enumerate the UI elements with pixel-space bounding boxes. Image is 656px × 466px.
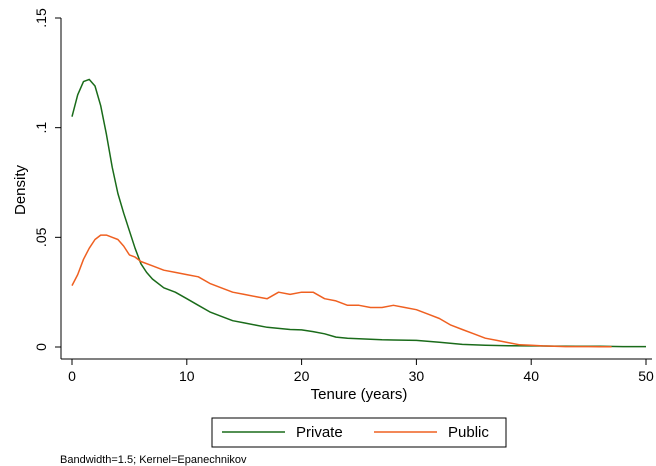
x-tick-label: 30: [409, 368, 425, 384]
x-tick-label: 10: [179, 368, 195, 384]
x-tick-label: 40: [523, 368, 539, 384]
series-layer: [71, 78, 646, 348]
y-tick-label: .1: [33, 122, 49, 134]
x-tick-label: 20: [294, 368, 310, 384]
series-line-public: [71, 234, 612, 348]
legend-label-public: Public: [448, 424, 489, 441]
legend: Private Public: [211, 417, 507, 448]
y-tick-label: 0: [33, 343, 49, 351]
legend-label-private: Private: [296, 424, 343, 441]
x-tick-label: 0: [68, 368, 76, 384]
y-tick-label: .15: [33, 8, 49, 28]
y-axis-title: Density: [12, 164, 29, 215]
series-line-private: [71, 78, 646, 348]
chart-note: Bandwidth=1.5; Kernel=Epanechnikov: [60, 454, 247, 466]
axes: [60, 18, 652, 360]
y-tick-label: .05: [33, 227, 49, 247]
x-tick-label: 50: [638, 368, 654, 384]
x-axis-title: Tenure (years): [311, 386, 408, 403]
y-ticks: 0 .05 .1 .15: [33, 8, 61, 351]
x-ticks: 0 10 20 30 40 50: [68, 359, 654, 384]
